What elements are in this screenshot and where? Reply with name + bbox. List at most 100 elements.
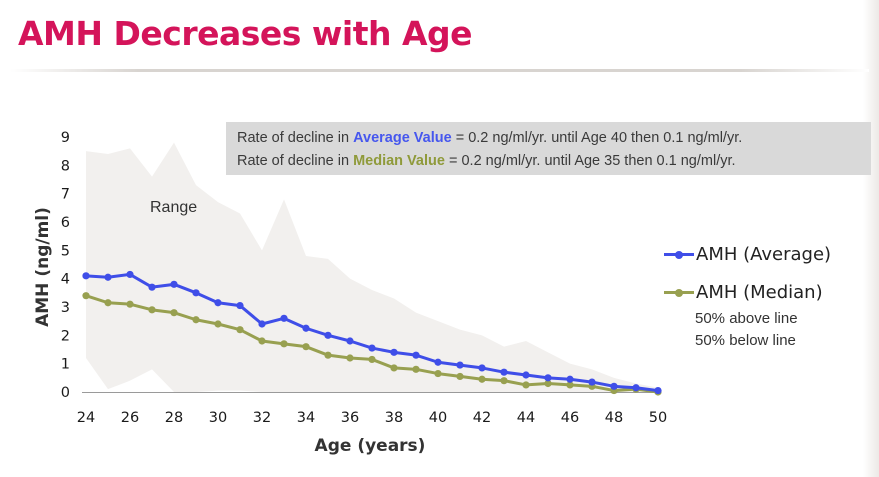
- data-point-average: [500, 368, 508, 376]
- legend-label-average: AMH (Average): [696, 244, 832, 265]
- data-point-average: [170, 280, 178, 288]
- range-band: [86, 142, 658, 392]
- data-point-median: [522, 381, 530, 389]
- data-point-median: [214, 320, 222, 328]
- data-point-median: [412, 365, 420, 373]
- data-point-average: [522, 371, 530, 379]
- legend-item-average: AMH (Average): [664, 244, 831, 265]
- data-point-average: [236, 301, 244, 310]
- data-point-median: [478, 375, 486, 383]
- title-divider: [10, 69, 869, 72]
- data-point-median: [192, 316, 200, 324]
- x-tick-label: 42: [473, 410, 491, 426]
- x-tick-label: 32: [253, 410, 271, 426]
- data-point-median: [544, 379, 552, 388]
- legend-item-median: AMH (Median): [664, 282, 823, 303]
- x-axis-title: Age (years): [315, 436, 426, 456]
- average-value-key: Average Value: [353, 130, 452, 146]
- x-tick-label: 46: [561, 410, 579, 426]
- median-value-key: Median Value: [353, 153, 445, 169]
- data-point-median: [280, 340, 288, 348]
- median-rate-suffix: = 0.2 ng/ml/yr. until Age 35 then 0.1 ng…: [444, 153, 736, 169]
- data-point-average: [390, 348, 398, 356]
- x-tick-label: 26: [121, 410, 139, 426]
- data-point-median: [500, 377, 508, 385]
- y-axis-title: AMH (ng/ml): [33, 207, 53, 327]
- y-tick-label: 8: [61, 158, 70, 174]
- slide-edge-shade: [863, 0, 879, 477]
- data-point-median: [82, 292, 90, 300]
- y-tick-label: 7: [61, 187, 70, 203]
- data-point-median: [236, 326, 244, 334]
- data-point-median: [104, 299, 112, 307]
- data-point-median: [324, 351, 332, 359]
- y-tick-label: 3: [61, 300, 70, 316]
- data-point-average: [324, 331, 332, 339]
- data-point-average: [104, 273, 112, 281]
- x-tick-label: 34: [297, 410, 315, 426]
- data-point-median: [148, 306, 156, 314]
- legend-swatch-average: [664, 250, 694, 259]
- legend-label-median: AMH (Median): [696, 282, 823, 303]
- data-point-median: [302, 343, 310, 351]
- data-point-average: [566, 375, 574, 383]
- y-tick-label: 5: [61, 243, 70, 259]
- legend-note-above: 50% above line: [695, 310, 798, 327]
- median-rate-line: Rate of decline in Median Value = 0.2 ng…: [237, 150, 871, 173]
- data-point-average: [610, 382, 618, 390]
- x-tick-label: 28: [165, 410, 183, 426]
- data-point-average: [82, 272, 90, 280]
- data-point-average: [654, 386, 662, 395]
- data-point-median: [566, 381, 574, 389]
- data-point-median: [170, 309, 178, 317]
- data-point-median: [126, 300, 134, 308]
- median-rate-prefix: Rate of decline in: [237, 153, 354, 169]
- data-point-median: [258, 337, 266, 345]
- slide-title: AMH Decreases with Age: [18, 14, 473, 53]
- data-point-average: [412, 351, 420, 359]
- data-point-median: [456, 372, 464, 381]
- data-point-median: [390, 364, 398, 372]
- x-tick-label: 48: [605, 410, 623, 426]
- x-tick-label: 40: [429, 410, 447, 426]
- data-point-average: [632, 384, 640, 392]
- data-point-average: [192, 289, 200, 297]
- y-tick-label: 1: [61, 357, 70, 373]
- data-point-average: [126, 270, 134, 279]
- data-point-average: [214, 299, 222, 307]
- data-point-average: [434, 358, 442, 366]
- data-point-average: [588, 378, 596, 386]
- y-tick-label: 4: [61, 272, 70, 288]
- data-point-average: [368, 344, 376, 352]
- range-label: Range: [150, 199, 197, 216]
- data-point-median: [346, 354, 354, 362]
- data-point-average: [302, 324, 310, 332]
- data-point-median: [368, 355, 376, 364]
- data-point-average: [544, 374, 552, 382]
- average-rate-suffix: = 0.2 ng/ml/yr. until Age 40 then 0.1 ng…: [451, 130, 743, 146]
- y-tick-label: 9: [61, 130, 70, 146]
- average-rate-prefix: Rate of decline in: [237, 130, 354, 146]
- data-point-median: [434, 369, 442, 378]
- range-band-layer: [86, 142, 658, 392]
- y-tick-label: 0: [61, 385, 70, 401]
- data-point-average: [346, 337, 354, 345]
- x-tick-label: 38: [385, 410, 403, 426]
- legend-swatch-median: [664, 288, 694, 297]
- decline-rate-note: Rate of decline in Average Value = 0.2 n…: [226, 122, 871, 175]
- x-tick-label: 44: [517, 410, 535, 426]
- average-rate-line: Rate of decline in Average Value = 0.2 n…: [237, 127, 871, 150]
- data-point-average: [456, 361, 464, 369]
- series-layer: [82, 270, 662, 396]
- data-point-average: [478, 364, 486, 372]
- y-tick-label: 2: [61, 328, 70, 344]
- y-tick-label: 6: [61, 215, 70, 231]
- data-point-average: [258, 320, 266, 328]
- x-tick-label: 24: [77, 410, 95, 426]
- x-tick-label: 30: [209, 410, 227, 426]
- data-point-average: [280, 314, 288, 322]
- data-point-average: [148, 283, 156, 291]
- x-tick-label: 50: [649, 410, 667, 426]
